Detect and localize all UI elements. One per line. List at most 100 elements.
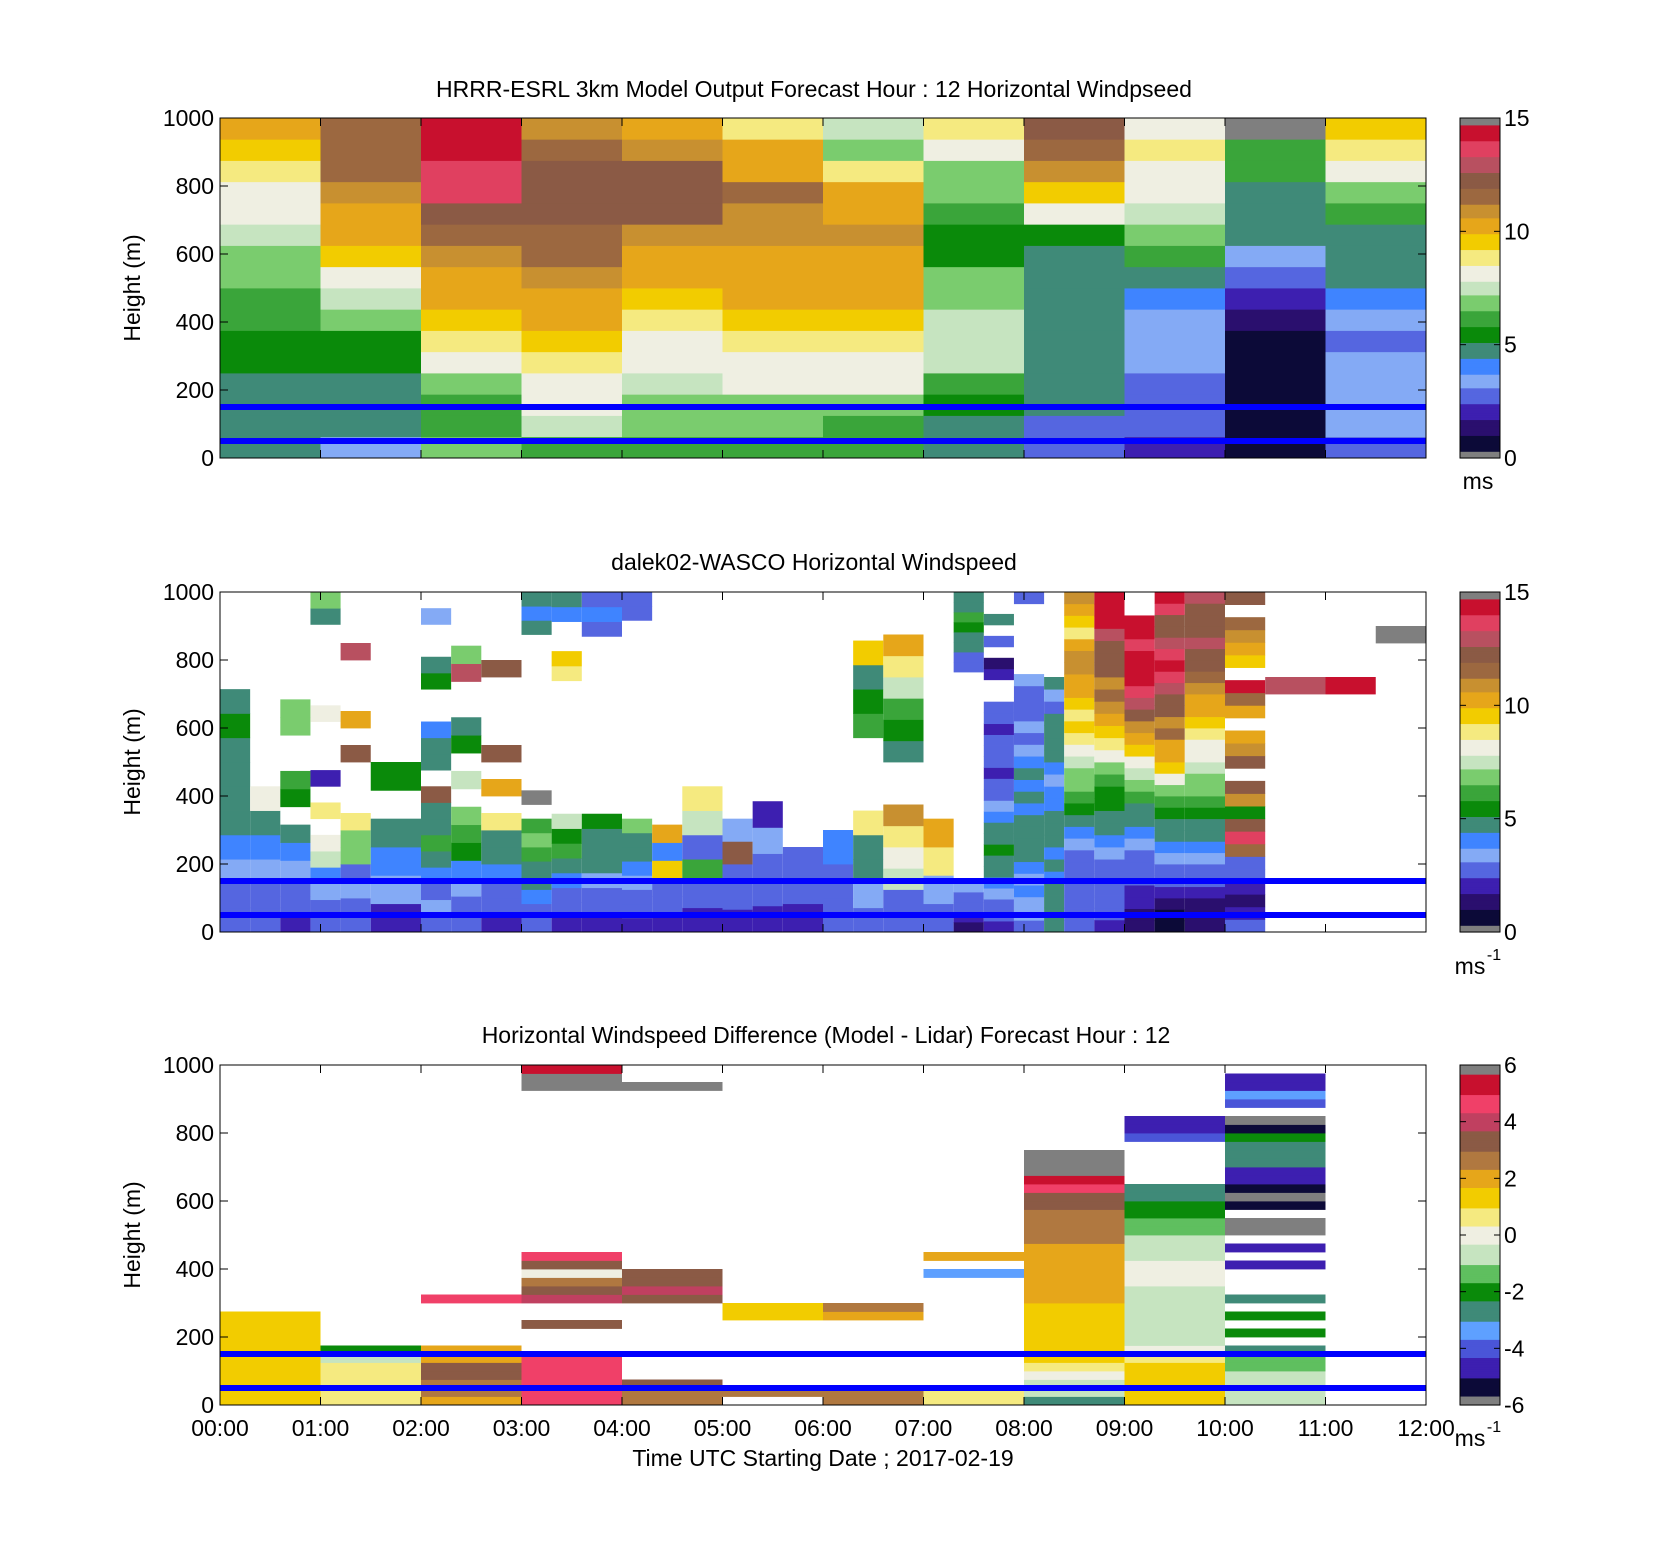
colorbar-segment (1460, 848, 1500, 851)
heatmap-cell (1225, 1294, 1326, 1304)
colorbar-segment (1460, 839, 1500, 842)
colorbar-segment (1460, 1069, 1500, 1073)
colorbar-segment (1460, 607, 1500, 611)
heatmap-cell (1184, 614, 1225, 627)
colorbar-segment (1460, 1366, 1500, 1370)
colorbar-segment (1460, 1110, 1500, 1114)
heatmap-cell (722, 330, 823, 353)
x-tick-label: 04:00 (593, 1415, 651, 1441)
heatmap-cell (551, 917, 582, 933)
heatmap-cell (923, 847, 954, 876)
colorbar-frame (1459, 117, 1501, 459)
heatmap-cell (1154, 750, 1185, 763)
colorbar-segment (1460, 644, 1500, 647)
heatmap-cell (1024, 1260, 1125, 1270)
heatmap-cell (923, 309, 1024, 331)
heatmap-cell (1124, 638, 1155, 652)
heatmap-cell (1225, 680, 1266, 694)
colorbar-segment (1460, 1087, 1500, 1091)
heatmap-cell (581, 592, 622, 608)
heatmap-cell (682, 883, 723, 909)
heatmap-cell (1124, 203, 1225, 225)
colorbar-segment (1460, 1130, 1500, 1134)
colorbar-segment (1460, 904, 1500, 908)
heatmap-cell (521, 832, 552, 848)
colorbar-segment (1460, 197, 1500, 201)
heatmap-cell (280, 770, 311, 790)
heatmap-cell (220, 1311, 321, 1321)
heatmap-cell (521, 790, 552, 805)
heatmap-cell (1124, 1124, 1225, 1134)
panel-model-heatmap (220, 118, 1426, 459)
colorbar-segment (1460, 750, 1500, 754)
heatmap-cell (1013, 685, 1045, 698)
heatmap-cell (722, 841, 753, 865)
colorbar-segment (1460, 1153, 1500, 1157)
heatmap-cell (220, 713, 251, 739)
heatmap-cell (1024, 1328, 1125, 1338)
heatmap-cell (220, 907, 251, 933)
colorbar-segment (1460, 598, 1500, 602)
heatmap-cell (1064, 685, 1095, 698)
heatmap-cell (652, 896, 683, 915)
heatmap-cell (1024, 1243, 1125, 1253)
heatmap-cell (1225, 1192, 1326, 1202)
heatmap-cell (320, 1371, 421, 1380)
y-tick-label: 0 (201, 445, 214, 471)
colorbar-segment (1460, 723, 1500, 727)
colorbar-segment (1460, 655, 1500, 659)
heatmap-cell (310, 608, 341, 625)
colorbar-segment (1460, 639, 1500, 643)
heatmap-cell (1184, 592, 1225, 604)
heatmap-cell (1325, 351, 1426, 374)
heatmap-cell (451, 914, 482, 933)
colorbar-segment (1460, 181, 1500, 185)
heatmap-cell (1154, 637, 1185, 650)
colorbar-segment (1460, 870, 1500, 874)
heatmap-cell (1094, 810, 1125, 824)
heatmap-cell (310, 834, 341, 852)
heatmap-cell (983, 668, 1014, 681)
heatmap-cell (250, 907, 281, 933)
heatmap-cell (1124, 309, 1225, 331)
heatmap-cell (220, 689, 251, 714)
colorbar-segment (1460, 802, 1500, 806)
heatmap-cell (1124, 1328, 1225, 1338)
heatmap-cell (823, 181, 924, 204)
colorbar-segment (1460, 278, 1500, 282)
colorbar-segment (1460, 820, 1500, 824)
colorbar-segment (1460, 394, 1500, 398)
colorbar-segment (1460, 220, 1500, 223)
heatmap-cell (1225, 705, 1266, 719)
heatmap-cell (320, 203, 421, 225)
heatmap-cell (823, 1396, 924, 1406)
heatmap-cell (983, 789, 1014, 801)
colorbar-segment (1460, 1355, 1500, 1358)
heatmap-cell (1064, 885, 1095, 898)
colorbar-segment (1460, 698, 1500, 702)
colorbar-segment (1460, 603, 1500, 607)
heatmap-cell (1124, 896, 1155, 909)
heatmap-cell (1013, 791, 1045, 804)
heatmap-cell (923, 330, 1024, 353)
colorbar-segment (1460, 852, 1500, 856)
x-tick-label: 07:00 (895, 1415, 953, 1441)
colorbar-segment (1460, 269, 1500, 273)
colorbar-segment (1460, 274, 1500, 278)
heatmap-cell (983, 635, 1014, 648)
heatmap-cell (451, 735, 482, 754)
colorbar-segment (1460, 1382, 1500, 1386)
heatmap-cell (1094, 664, 1125, 678)
heatmap-cell (1024, 1303, 1125, 1312)
heatmap-cell (1184, 830, 1225, 842)
x-tick-label: 11:00 (1298, 1415, 1354, 1441)
colorbar-segment (1460, 725, 1500, 729)
heatmap-cell (622, 1277, 723, 1287)
heatmap-cell (983, 701, 1014, 714)
heatmap-cell (1044, 834, 1065, 848)
heatmap-cell (421, 608, 452, 625)
heatmap-cell (1154, 830, 1185, 842)
heatmap-cell (421, 266, 522, 289)
colorbar-segment (1460, 752, 1500, 756)
heatmap-cell (622, 1294, 723, 1304)
